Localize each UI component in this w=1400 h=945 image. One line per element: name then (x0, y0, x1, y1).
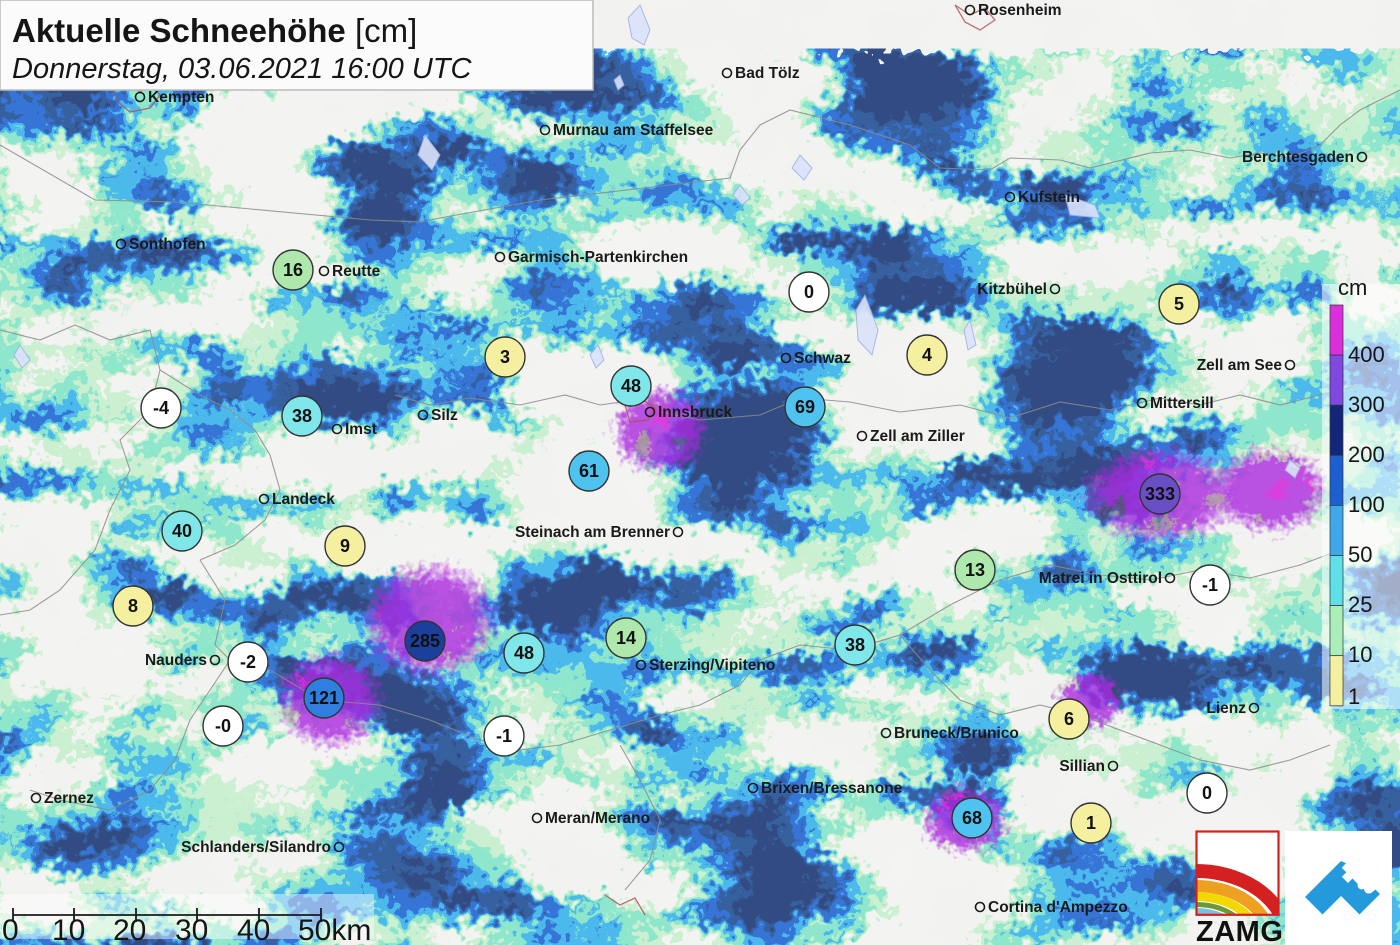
svg-text:Bruneck/Brunico: Bruneck/Brunico (894, 725, 1019, 742)
svg-text:Imst: Imst (345, 421, 377, 438)
svg-text:-0: -0 (215, 716, 231, 736)
svg-text:3: 3 (500, 347, 510, 367)
svg-text:-4: -4 (153, 398, 169, 418)
svg-text:10: 10 (52, 914, 85, 945)
svg-text:Mittersill: Mittersill (1150, 395, 1214, 412)
svg-text:Murnau am Staffelsee: Murnau am Staffelsee (553, 122, 714, 139)
svg-text:Steinach am Brenner: Steinach am Brenner (515, 524, 670, 541)
svg-text:Zell am Ziller: Zell am Ziller (870, 428, 965, 445)
svg-text:Kufstein: Kufstein (1018, 189, 1080, 206)
svg-text:61: 61 (579, 461, 599, 481)
svg-text:Innsbruck: Innsbruck (658, 404, 732, 421)
svg-text:9: 9 (340, 536, 350, 556)
svg-text:-1: -1 (1202, 575, 1218, 595)
svg-text:Rosenheim: Rosenheim (978, 2, 1062, 19)
svg-text:Bad Tölz: Bad Tölz (735, 65, 800, 82)
svg-text:14: 14 (616, 628, 636, 648)
svg-text:-1: -1 (496, 726, 512, 746)
svg-text:333: 333 (1145, 484, 1175, 504)
svg-text:20: 20 (113, 914, 146, 945)
svg-text:8: 8 (128, 596, 138, 616)
svg-text:40: 40 (237, 914, 270, 945)
svg-text:Zell am See: Zell am See (1197, 357, 1283, 374)
svg-text:Kitzbühel: Kitzbühel (977, 281, 1047, 298)
svg-text:Zernez: Zernez (44, 790, 94, 807)
svg-text:40: 40 (172, 521, 192, 541)
svg-text:0: 0 (2, 914, 19, 945)
svg-text:25: 25 (1348, 592, 1372, 617)
svg-text:Silz: Silz (431, 407, 458, 424)
svg-text:1: 1 (1348, 684, 1360, 709)
svg-text:Schwaz: Schwaz (794, 350, 851, 367)
svg-text:0: 0 (1202, 783, 1212, 803)
svg-text:50: 50 (1348, 542, 1372, 567)
svg-text:Sonthofen: Sonthofen (129, 236, 206, 253)
svg-text:400: 400 (1348, 342, 1385, 367)
svg-text:Landeck: Landeck (272, 491, 335, 508)
svg-text:48: 48 (621, 376, 641, 396)
svg-text:38: 38 (845, 635, 865, 655)
svg-text:Matrei in Osttirol: Matrei in Osttirol (1039, 570, 1162, 587)
svg-text:Sillian: Sillian (1059, 758, 1105, 775)
svg-text:200: 200 (1348, 442, 1385, 467)
svg-text:69: 69 (795, 397, 815, 417)
svg-text:Lienz: Lienz (1206, 700, 1246, 717)
svg-text:Cortina d'Ampezzo: Cortina d'Ampezzo (988, 899, 1128, 916)
svg-text:Berchtesgaden: Berchtesgaden (1242, 149, 1354, 166)
svg-text:Sterzing/Vipiteno: Sterzing/Vipiteno (649, 657, 775, 674)
svg-text:50km: 50km (298, 914, 371, 945)
svg-text:Reutte: Reutte (332, 263, 381, 280)
svg-text:Brixen/Bressanone: Brixen/Bressanone (761, 780, 903, 797)
svg-text:ZAMG: ZAMG (1196, 916, 1283, 945)
svg-text:Garmisch-Partenkirchen: Garmisch-Partenkirchen (508, 249, 688, 266)
svg-text:Aktuelle Schneehöhe [cm]: Aktuelle Schneehöhe [cm] (12, 12, 417, 49)
svg-text:0: 0 (804, 282, 814, 302)
svg-text:Nauders: Nauders (145, 652, 207, 669)
svg-text:5: 5 (1174, 294, 1184, 314)
svg-text:48: 48 (514, 643, 534, 663)
svg-text:1: 1 (1086, 813, 1096, 833)
svg-text:-2: -2 (240, 652, 256, 672)
svg-text:Schlanders/Silandro: Schlanders/Silandro (181, 839, 331, 856)
svg-text:38: 38 (292, 406, 312, 426)
svg-text:cm: cm (1338, 275, 1367, 300)
svg-text:Donnerstag, 03.06.2021 16:00 U: Donnerstag, 03.06.2021 16:00 UTC (12, 53, 473, 85)
svg-text:Kempten: Kempten (148, 89, 214, 106)
svg-text:30: 30 (175, 914, 208, 945)
svg-text:121: 121 (309, 688, 339, 708)
svg-text:6: 6 (1064, 709, 1074, 729)
svg-text:16: 16 (283, 260, 303, 280)
svg-text:300: 300 (1348, 392, 1385, 417)
svg-text:100: 100 (1348, 492, 1385, 517)
svg-text:285: 285 (410, 631, 440, 651)
svg-text:10: 10 (1348, 642, 1372, 667)
svg-text:4: 4 (922, 345, 932, 365)
svg-text:13: 13 (965, 560, 985, 580)
svg-text:68: 68 (962, 808, 982, 828)
svg-text:Meran/Merano: Meran/Merano (545, 810, 650, 827)
